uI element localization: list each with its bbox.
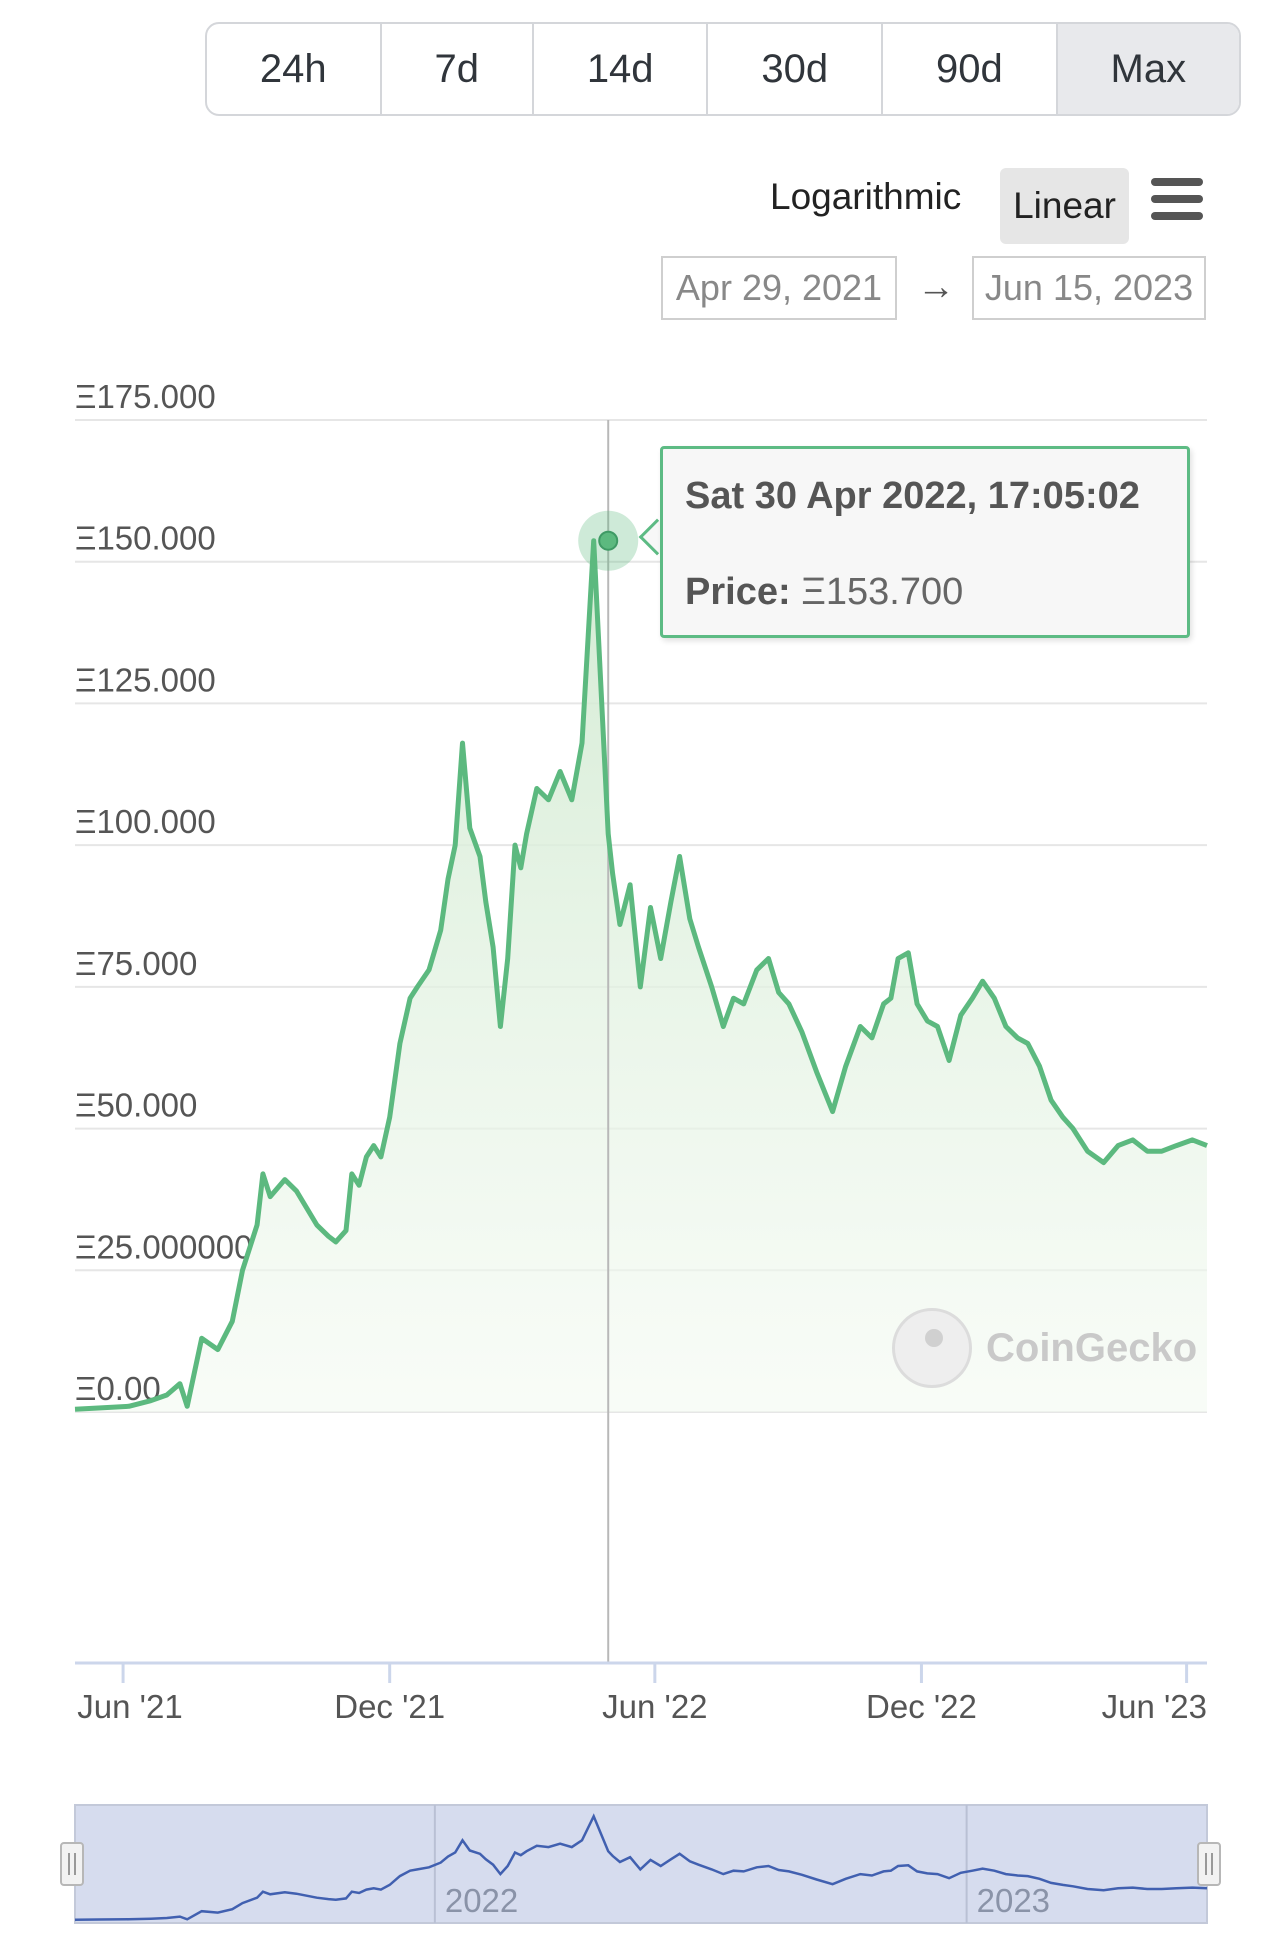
y-tick-label: Ξ100.000 <box>75 803 216 840</box>
hamburger-menu-icon[interactable] <box>1151 178 1203 220</box>
x-tick-label: Jun '23 <box>1102 1688 1207 1725</box>
navigator-year-label: 2023 <box>977 1882 1050 1919</box>
range-max-button[interactable]: Max <box>1057 24 1239 114</box>
range-selector: 24h 7d 14d 30d 90d Max <box>205 22 1241 116</box>
logarithmic-toggle[interactable]: Logarithmic <box>770 176 962 217</box>
y-tick-label: Ξ25.000000 <box>75 1228 252 1265</box>
x-tick-label: Jun '22 <box>602 1688 707 1725</box>
price-area <box>75 540 1207 1412</box>
navigator-year-label: 2022 <box>445 1882 518 1919</box>
x-tick-label: Dec '22 <box>866 1688 977 1725</box>
y-tick-label: Ξ175.000 <box>75 378 216 415</box>
y-tick-label: Ξ50.000 <box>75 1087 197 1124</box>
range-30d-button[interactable]: 30d <box>708 24 884 114</box>
navigator-handle-left[interactable] <box>60 1842 84 1886</box>
navigator-background[interactable] <box>74 1804 1208 1924</box>
tooltip-date: Sat 30 Apr 2022, 17:05:02 <box>685 475 1140 517</box>
date-from-input[interactable]: Apr 29, 2021 <box>661 256 897 320</box>
watermark-text: CoinGecko <box>986 1325 1198 1370</box>
linear-toggle[interactable]: Linear <box>1000 168 1129 244</box>
tooltip-price-value: Ξ153.700 <box>801 571 964 613</box>
arrow-right-icon: → <box>917 266 955 308</box>
navigator-line <box>74 1813 1208 1921</box>
range-24h-button[interactable]: 24h <box>207 24 382 114</box>
tooltip-price: Price: Ξ153.700 <box>685 571 963 614</box>
tooltip-price-label: Price: <box>685 571 791 613</box>
highlight-point <box>598 530 619 551</box>
price-line <box>74 538 1208 1412</box>
date-to-input[interactable]: Jun 15, 2023 <box>972 256 1206 320</box>
y-tick-label: Ξ125.000 <box>75 661 216 698</box>
y-tick-label: Ξ150.000 <box>75 520 216 557</box>
coingecko-watermark: CoinGecko <box>892 1308 1197 1388</box>
y-tick-label: Ξ75.000 <box>75 945 197 982</box>
range-14d-button[interactable]: 14d <box>534 24 709 114</box>
navigator-handle-right[interactable] <box>1197 1842 1221 1886</box>
range-7d-button[interactable]: 7d <box>382 24 534 114</box>
x-tick-label: Dec '21 <box>334 1688 445 1725</box>
coingecko-logo-icon <box>892 1308 972 1388</box>
price-tooltip: Sat 30 Apr 2022, 17:05:02 Price: Ξ153.70… <box>660 446 1190 638</box>
x-tick-label: Jun '21 <box>77 1688 182 1725</box>
range-90d-button[interactable]: 90d <box>883 24 1058 114</box>
